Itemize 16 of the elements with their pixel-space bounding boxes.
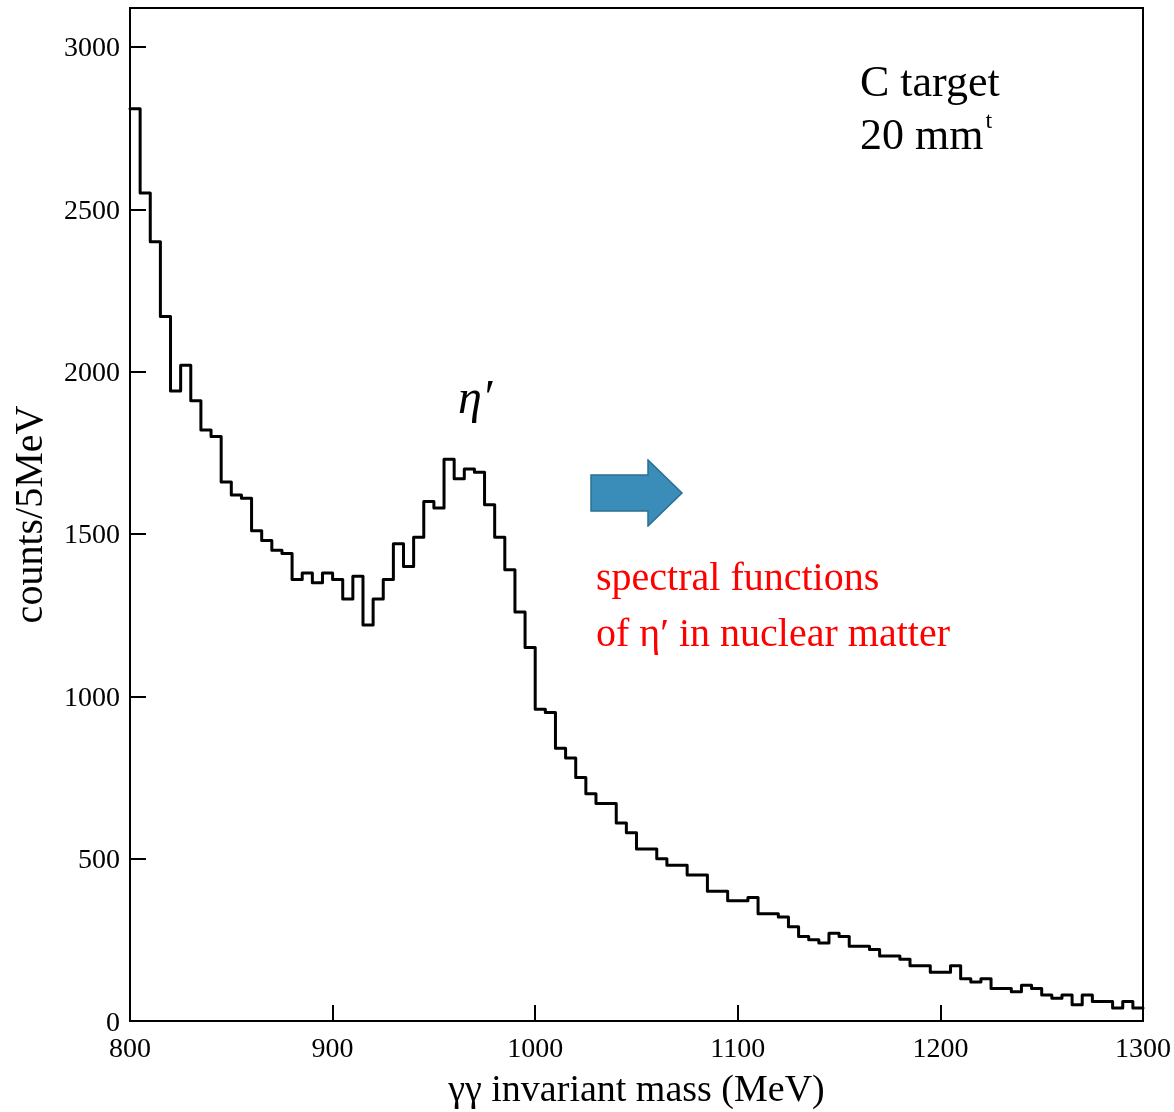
- y-tick-label: 2500: [64, 193, 120, 225]
- x-tick-label: 1100: [710, 1031, 766, 1063]
- y-tick-label: 2000: [64, 356, 120, 388]
- annotation: C target: [860, 56, 1000, 106]
- y-tick-label: 1500: [64, 518, 120, 550]
- x-tick-label: 900: [311, 1031, 354, 1063]
- y-tick-label: 3000: [64, 31, 120, 63]
- y-tick-label: 500: [78, 843, 120, 875]
- y-tick-label: 1000: [64, 680, 120, 712]
- annotation: spectral functions of η′ in nuclear matter: [596, 553, 950, 655]
- y-axis-title: counts/5MeV: [5, 405, 51, 624]
- x-tick-label: 1200: [912, 1031, 969, 1063]
- x-axis-title: γγ invariant mass (MeV): [447, 1067, 825, 1110]
- annotation: η′: [458, 369, 494, 423]
- x-tick-label: 1000: [507, 1031, 564, 1063]
- x-tick-label: 1300: [1115, 1031, 1171, 1063]
